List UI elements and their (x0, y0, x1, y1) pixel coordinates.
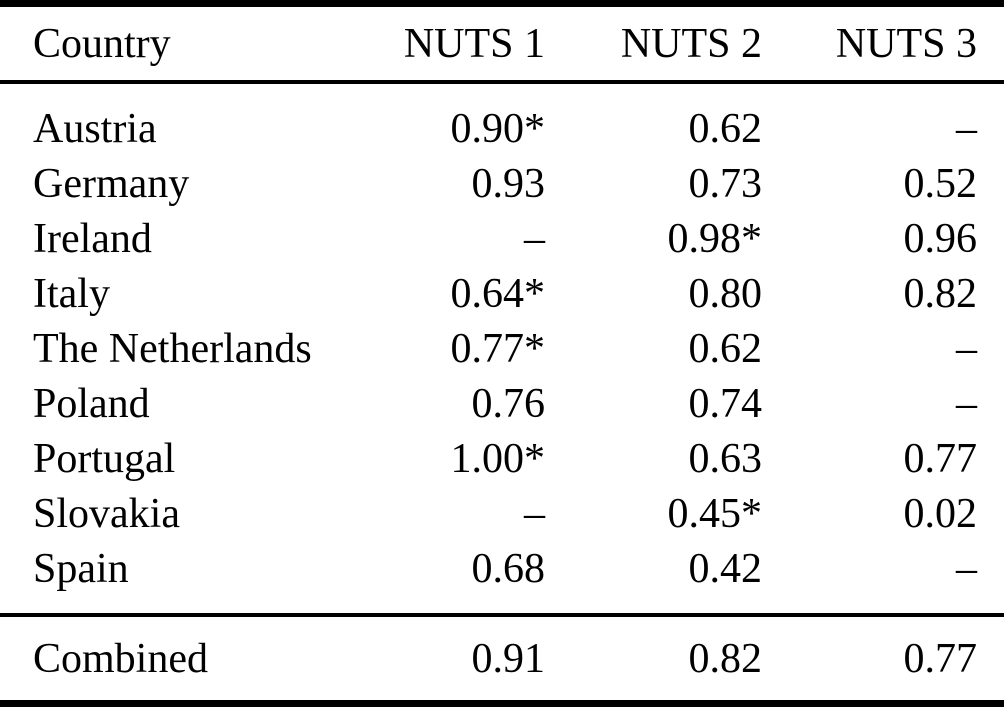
nuts1-cell: – (524, 490, 545, 537)
header-rule (0, 80, 1004, 84)
bottom-rule (0, 700, 1004, 707)
country-cell: Portugal (33, 435, 176, 482)
nuts3-cell: – (956, 105, 977, 152)
country-cell: Germany (33, 160, 190, 207)
country-cell: Spain (33, 545, 129, 592)
table-row: Austria 0.90* 0.62 – (0, 101, 1004, 156)
country-cell: Italy (33, 270, 110, 317)
nuts3-cell: – (956, 380, 977, 427)
column-header-nuts2: NUTS 2 (620, 20, 762, 67)
nuts2-cell: 0.80 (688, 270, 763, 317)
footer-rule (0, 613, 1004, 617)
header-row: Country NUTS 1 NUTS 2 NUTS 3 (0, 20, 1004, 68)
table-row: Spain 0.68 0.42 – (0, 541, 1004, 596)
column-header-nuts1: NUTS 1 (403, 20, 545, 67)
nuts3-cell: 0.82 (903, 270, 978, 317)
country-cell: Austria (33, 105, 157, 152)
nuts3-cell: – (956, 325, 977, 372)
nuts3-cell: 0.02 (903, 490, 978, 537)
nuts2-cell: 0.62 (688, 105, 763, 152)
table-row: Portugal 1.00* 0.63 0.77 (0, 431, 1004, 486)
column-header-nuts3: NUTS 3 (835, 20, 977, 67)
table-body: Austria 0.90* 0.62 – Germany 0.93 0.73 0… (0, 84, 1004, 613)
country-cell: Combined (33, 635, 208, 682)
nuts1-cell: 1.00* (450, 435, 546, 482)
country-cell: The Netherlands (33, 325, 312, 372)
country-cell: Slovakia (33, 490, 180, 537)
nuts2-cell: 0.73 (688, 160, 763, 207)
nuts3-cell: 0.77 (903, 635, 978, 682)
table-row: Germany 0.93 0.73 0.52 (0, 156, 1004, 211)
table-header: Country NUTS 1 NUTS 2 NUTS 3 (0, 7, 1004, 80)
table-row: The Netherlands 0.77* 0.62 – (0, 321, 1004, 376)
nuts3-cell: 0.96 (903, 215, 978, 262)
nuts2-cell: 0.74 (688, 380, 763, 427)
nuts2-cell: 0.82 (688, 635, 763, 682)
combined-row: Combined 0.91 0.82 0.77 (0, 635, 1004, 683)
nuts3-cell: – (956, 545, 977, 592)
nuts1-cell: 0.90* (450, 105, 546, 152)
nuts3-cell: 0.52 (903, 160, 978, 207)
table-row: Slovakia – 0.45* 0.02 (0, 486, 1004, 541)
nuts1-cell: 0.76 (471, 380, 546, 427)
nuts2-cell: 0.42 (688, 545, 763, 592)
top-rule (0, 0, 1004, 7)
nuts1-cell: 0.93 (471, 160, 546, 207)
nuts1-cell: – (524, 215, 545, 262)
nuts1-cell: 0.91 (471, 635, 546, 682)
nuts1-cell: 0.77* (450, 325, 546, 372)
nuts2-cell: 0.63 (688, 435, 763, 482)
nuts2-cell: 0.98* (667, 215, 763, 262)
country-cell: Poland (33, 380, 150, 427)
column-header-country: Country (33, 20, 171, 67)
table-footer: Combined 0.91 0.82 0.77 (0, 617, 1004, 700)
table-row: Italy 0.64* 0.80 0.82 (0, 266, 1004, 321)
table-row: Ireland – 0.98* 0.96 (0, 211, 1004, 266)
nuts1-cell: 0.68 (471, 545, 546, 592)
country-cell: Ireland (33, 215, 152, 262)
nuts3-cell: 0.77 (903, 435, 978, 482)
nuts1-cell: 0.64* (450, 270, 546, 317)
nuts2-cell: 0.62 (688, 325, 763, 372)
nuts2-cell: 0.45* (667, 490, 763, 537)
table-row: Poland 0.76 0.74 – (0, 376, 1004, 431)
